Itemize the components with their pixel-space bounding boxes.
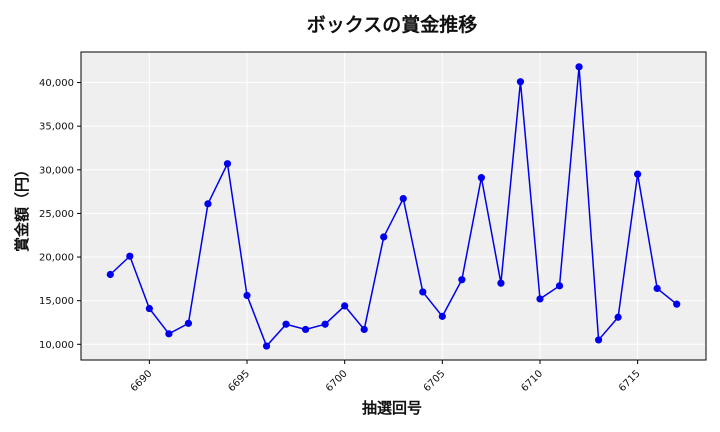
data-point (126, 252, 134, 260)
data-point (380, 233, 388, 241)
data-point (302, 325, 310, 334)
x-tick-label: 6705 (422, 368, 448, 394)
data-point (516, 78, 525, 86)
data-point (634, 170, 642, 178)
y-axis-label: 賞金額（円） (13, 162, 31, 252)
data-point (341, 302, 349, 310)
y-tick-label: 25,000 (39, 209, 74, 220)
grid-layer (81, 52, 706, 360)
data-point (438, 312, 446, 320)
data-point (497, 279, 505, 287)
data-point (555, 282, 564, 290)
data-point (204, 200, 212, 208)
data-point (575, 63, 583, 71)
data-point (243, 291, 251, 300)
plot-frame (80, 51, 707, 361)
x-tick-label: 6710 (519, 368, 545, 394)
y-tick-label: 30,000 (39, 165, 74, 176)
y-tick-label: 10,000 (39, 340, 74, 351)
x-tick-label: 6715 (617, 368, 643, 394)
data-point (184, 319, 193, 327)
x-tick-label: 6695 (226, 368, 252, 394)
data-point (145, 304, 153, 313)
chart-title: ボックスの賞金推移 (307, 13, 477, 36)
x-tick-label: 6700 (324, 368, 350, 394)
data-point (262, 342, 271, 350)
series-line (109, 66, 678, 348)
y-tick-label: 35,000 (39, 122, 74, 133)
data-point (653, 284, 661, 293)
data-point (458, 276, 466, 284)
x-axis-label: 抽選回号 (362, 399, 422, 417)
data-point (419, 288, 427, 296)
data-point (614, 313, 622, 321)
data-point (673, 300, 681, 308)
series-layer (106, 63, 681, 350)
plot-area (81, 52, 706, 360)
data-point (282, 320, 290, 328)
data-point (594, 336, 603, 344)
data-point (360, 325, 368, 334)
data-point (106, 270, 114, 279)
data-point (477, 174, 485, 182)
data-point (223, 160, 232, 168)
data-point (165, 330, 173, 338)
x-tick-label: 6690 (129, 368, 155, 394)
y-axis: 10,000 15,000 20,000 25,000 30,000 35,000 40,0… (39, 78, 81, 351)
x-axis: 6690 6695 6700 6705 6710 6715 (129, 360, 643, 394)
y-tick-label: 20,000 (39, 253, 74, 264)
data-point (321, 320, 329, 328)
y-tick-label: 15,000 (39, 296, 74, 307)
data-point (399, 194, 407, 203)
y-tick-label: 40,000 (39, 78, 74, 89)
data-point (536, 295, 544, 303)
